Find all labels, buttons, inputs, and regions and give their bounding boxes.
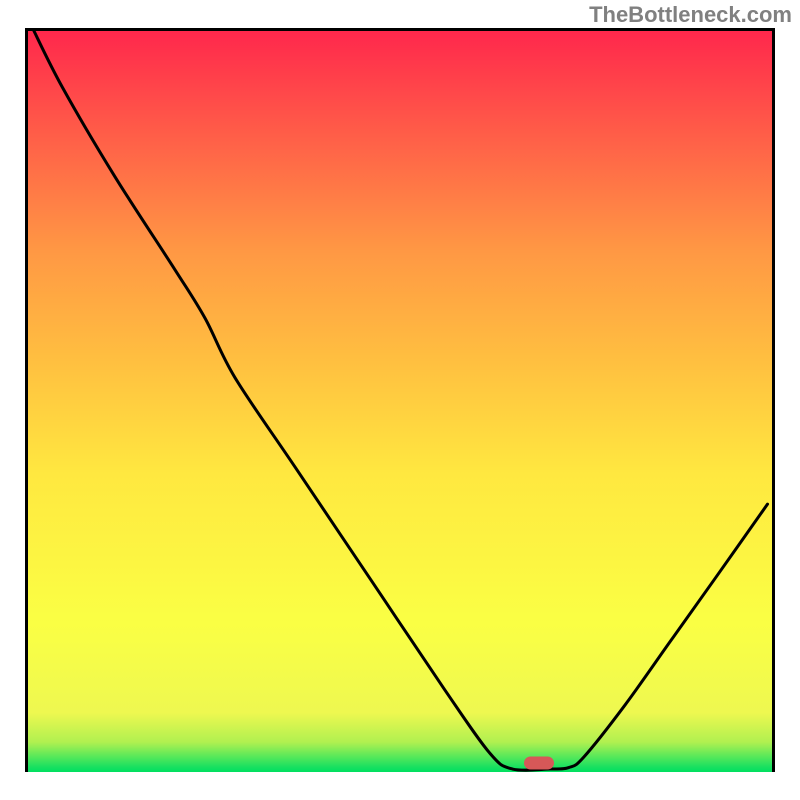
gradient-background bbox=[25, 28, 775, 772]
watermark-text: TheBottleneck.com bbox=[589, 2, 792, 28]
chart-container: TheBottleneck.com bbox=[0, 0, 800, 800]
plot-area bbox=[25, 28, 775, 772]
optimal-point-marker bbox=[524, 757, 554, 770]
